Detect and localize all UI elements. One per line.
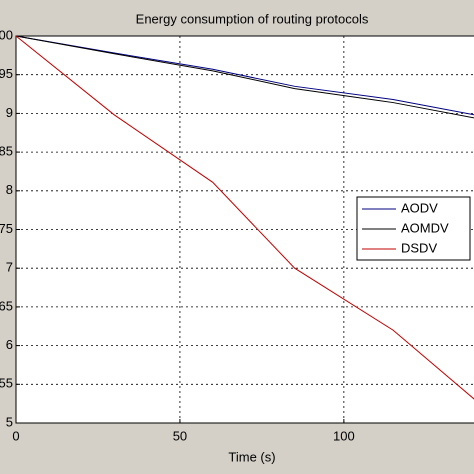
x-axis-label: Time (s)	[228, 449, 275, 464]
y-tick-label: 55	[0, 376, 13, 391]
y-tick-label: 85	[0, 144, 13, 159]
y-tick-label: 8	[6, 182, 13, 197]
legend-label: AODV	[401, 200, 438, 215]
series-line	[15, 35, 474, 119]
y-tick-label: 5	[6, 414, 13, 429]
y-tick-label: 75	[0, 221, 13, 236]
x-tick-label: 0	[12, 428, 19, 443]
x-tick-label: 100	[333, 428, 355, 443]
x-tick-label: 50	[173, 428, 187, 443]
y-tick-label: 65	[0, 298, 13, 313]
legend-label: AOMDV	[401, 220, 449, 235]
y-tick-label: 6	[6, 337, 13, 352]
y-tick-label: 7	[6, 260, 13, 275]
series-line	[15, 35, 474, 116]
y-tick-label: 9	[6, 105, 13, 120]
y-tick-label: 00	[0, 27, 13, 42]
chart-title: Energy consumption of routing protocols	[136, 11, 369, 26]
legend-label: DSDV	[401, 240, 437, 255]
y-tick-label: 95	[0, 66, 13, 81]
series-line	[15, 35, 474, 400]
